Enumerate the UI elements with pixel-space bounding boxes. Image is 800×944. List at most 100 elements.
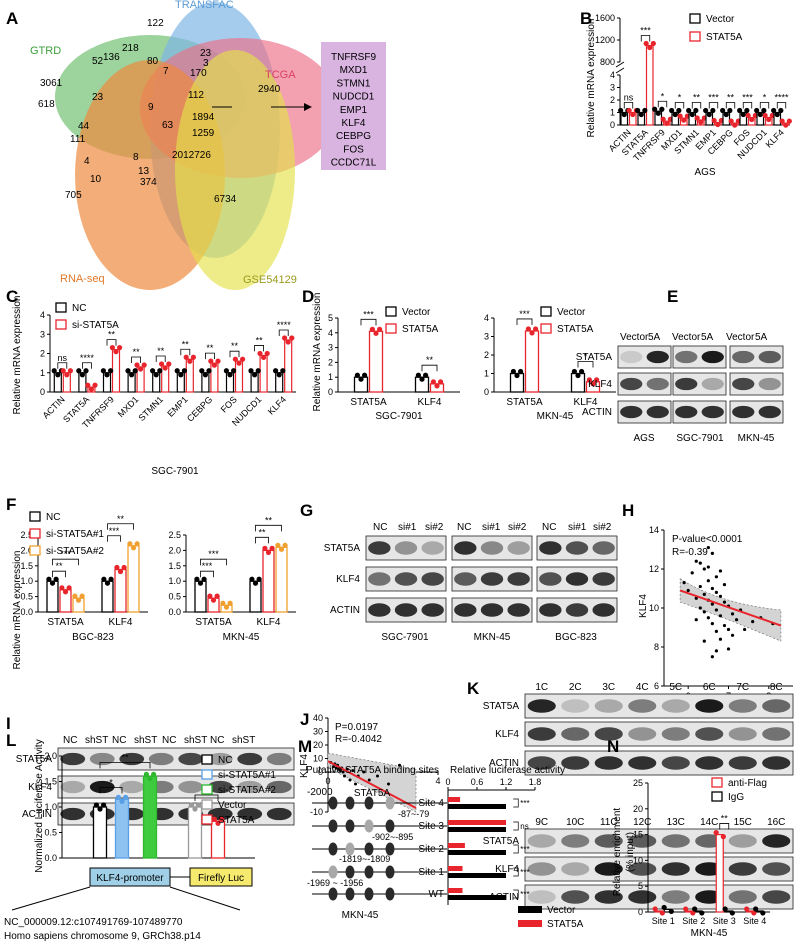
data-point [518,368,524,375]
gene-label: CCDC71L [331,158,377,169]
data-point [348,778,352,782]
data-point [757,111,763,118]
data-point [166,361,172,367]
lane-header: NC [112,735,126,746]
legend-label: NC [46,512,60,523]
binding-site [345,887,355,901]
cell-line-label: MKN-45 [342,910,379,921]
data-point [714,590,719,595]
bar-vector [448,895,506,900]
y-tick-label: 1.0 [44,802,57,812]
data-point [83,368,89,374]
blot-strip [57,747,295,771]
lane-header: si#2 [425,522,444,533]
significance-label: ns [58,353,68,363]
binding-site [328,842,338,856]
promoter-label: KLF4-promoter [96,873,164,884]
y-tick-label: 0.5 [168,592,181,602]
data-point [751,910,757,916]
blot-band [394,572,418,586]
y-tick-label: 2 [328,357,333,367]
data-point [188,802,194,808]
significance-label: **** [80,353,95,363]
blot-band [421,541,444,555]
bar [92,806,108,859]
panel-letter-e: E [667,287,678,306]
y-tick-label: 2.5 [20,530,33,540]
blot-band [368,572,391,586]
regression-line [679,589,782,627]
data-point [698,561,702,565]
significance-bracket [200,558,227,566]
data-point [655,110,661,116]
data-point [115,794,121,800]
lane-header: NC [63,735,77,746]
significance-label: * [678,93,682,103]
panel-letter-l: L [6,731,16,750]
data-point [732,122,738,128]
blot-band [732,350,755,364]
x-tick-label: CEBPG [185,394,214,423]
bar [114,798,130,859]
significance-bracket [577,361,594,368]
blot-band [368,541,391,555]
significance-bracket [360,318,377,326]
data-point [718,569,723,573]
data-point [117,345,123,351]
data-point [92,382,98,388]
y-axis-label: Relative mRNA expression [12,551,23,670]
data-point [706,565,710,569]
data-point [571,368,578,375]
blot-band [454,572,477,586]
bar-anti-flag [715,833,724,913]
data-point [740,111,746,118]
venn-count: 136 [103,52,120,63]
data-point [749,116,755,123]
data-point [236,360,242,366]
lane-header: si#1 [398,522,417,533]
data-point [362,372,368,378]
significance-bracket [623,102,634,109]
blot-band [527,862,556,876]
data-point [686,107,692,114]
data-point [351,769,355,773]
data-point [59,585,65,591]
venn-count: 44 [78,121,90,132]
row-label: STAT5A [576,352,613,363]
data-point [223,604,230,610]
bar-vector [448,827,506,832]
data-point [143,771,149,778]
data-point [280,368,286,374]
r-value-label: R=-0.4042 [335,734,382,745]
lane-header: NC [542,522,556,533]
significance-label: *** [708,93,719,103]
lane-header: NC [373,522,387,533]
legend-swatch [29,511,41,522]
row-label: STAT5A [483,836,520,847]
data-point [702,610,706,614]
lane-header: si#2 [593,522,612,533]
legend-swatch [29,528,41,539]
data-point [726,647,731,651]
data-point [415,372,421,378]
legend-label: Vector [402,307,431,318]
blot-band [695,699,724,713]
data-point [76,368,82,374]
data-point [215,820,221,826]
panel-k-blot: K 1C 2C 3C 4C 5C 6C 7C 8C 9C 10C 11C 12C 13C 14C 15C 16… [467,679,794,910]
data-point [668,908,674,915]
data-point [252,372,258,378]
blot-band [592,603,615,617]
y-tick-label: 2.0 [20,545,33,555]
y-tick-label: 2 [40,349,45,359]
data-point [207,593,213,599]
lane-header: shST [134,735,157,746]
data-point [652,106,658,112]
venn-count: 2940 [258,84,281,95]
data-point [85,382,91,388]
data-point [694,115,700,121]
bar-series-1 [114,568,127,613]
bar [187,806,203,859]
data-point [208,358,214,364]
